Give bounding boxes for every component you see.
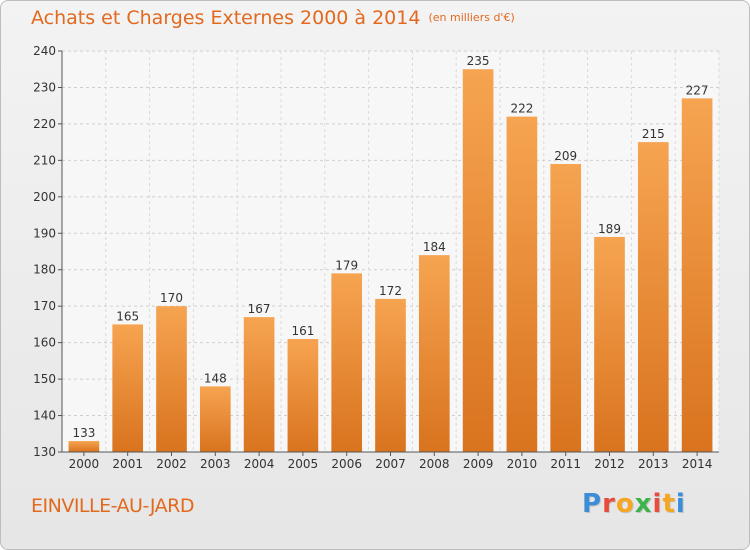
bar xyxy=(68,441,100,452)
x-tick-label: 2009 xyxy=(463,457,494,471)
bar xyxy=(199,386,231,452)
x-tick-label: 2007 xyxy=(375,457,406,471)
data-label: 227 xyxy=(686,83,709,97)
bar xyxy=(243,317,275,452)
bar xyxy=(681,98,713,453)
y-tick-label: 130 xyxy=(33,445,56,459)
data-label: 172 xyxy=(379,284,402,298)
data-label: 133 xyxy=(72,426,95,440)
data-label: 184 xyxy=(423,240,446,254)
chart-title-text: Achats et Charges Externes 2000 à 2014 xyxy=(31,7,421,29)
x-tick-label: 2006 xyxy=(331,457,362,471)
data-label: 222 xyxy=(510,102,533,116)
bar xyxy=(637,142,669,453)
logo-letter: x xyxy=(634,489,653,519)
x-tick-label: 2010 xyxy=(507,457,538,471)
y-tick-label: 220 xyxy=(33,117,56,131)
bar xyxy=(506,116,538,453)
bar xyxy=(594,236,625,452)
x-tick-label: 2011 xyxy=(550,457,581,471)
x-tick-label: 2003 xyxy=(200,457,231,471)
proxiti-logo: Proxiti xyxy=(582,489,686,519)
data-label: 161 xyxy=(291,324,314,338)
bar xyxy=(112,324,144,452)
logo-letter: i xyxy=(675,489,686,519)
data-label: 167 xyxy=(248,302,271,316)
y-tick-label: 210 xyxy=(33,153,56,167)
y-tick-label: 190 xyxy=(33,226,56,240)
bar xyxy=(287,338,319,452)
data-label: 215 xyxy=(642,127,665,141)
data-label: 170 xyxy=(160,291,183,305)
logo-letter: o xyxy=(615,489,635,519)
chart-subtitle: (en milliers d'€) xyxy=(428,11,515,24)
bar xyxy=(550,164,582,452)
x-tick-label: 2001 xyxy=(112,457,143,471)
x-tick-label: 2013 xyxy=(638,457,669,471)
data-label: 189 xyxy=(598,222,621,236)
logo-letter: P xyxy=(582,489,603,519)
bar xyxy=(331,273,363,452)
data-label: 179 xyxy=(335,258,358,272)
x-tick-label: 2004 xyxy=(244,457,275,471)
bar xyxy=(156,306,187,452)
y-tick-label: 230 xyxy=(33,80,56,94)
x-tick-label: 2005 xyxy=(288,457,319,471)
y-tick-label: 140 xyxy=(33,409,56,423)
y-tick-label: 240 xyxy=(33,44,56,58)
data-label: 165 xyxy=(116,309,139,323)
data-label: 235 xyxy=(467,54,490,68)
logo-letter: i xyxy=(652,489,663,519)
x-tick-label: 2008 xyxy=(419,457,450,471)
data-label: 148 xyxy=(204,371,227,385)
bar xyxy=(418,255,450,452)
bar xyxy=(375,298,406,452)
x-tick-label: 2012 xyxy=(594,457,625,471)
data-label: 209 xyxy=(554,149,577,163)
logo-letter: r xyxy=(602,489,616,519)
chart-title: Achats et Charges Externes 2000 à 2014 (e… xyxy=(31,7,515,29)
y-tick-label: 200 xyxy=(33,190,56,204)
bar xyxy=(462,69,494,453)
y-tick-label: 170 xyxy=(33,299,56,313)
y-tick-label: 160 xyxy=(33,336,56,350)
commune-name: EINVILLE-AU-JARD xyxy=(31,495,194,517)
x-tick-label: 2000 xyxy=(69,457,100,471)
x-tick-label: 2002 xyxy=(156,457,187,471)
y-tick-label: 150 xyxy=(33,372,56,386)
y-tick-label: 180 xyxy=(33,263,56,277)
logo-letter: t xyxy=(662,489,676,519)
x-tick-label: 2014 xyxy=(682,457,713,471)
